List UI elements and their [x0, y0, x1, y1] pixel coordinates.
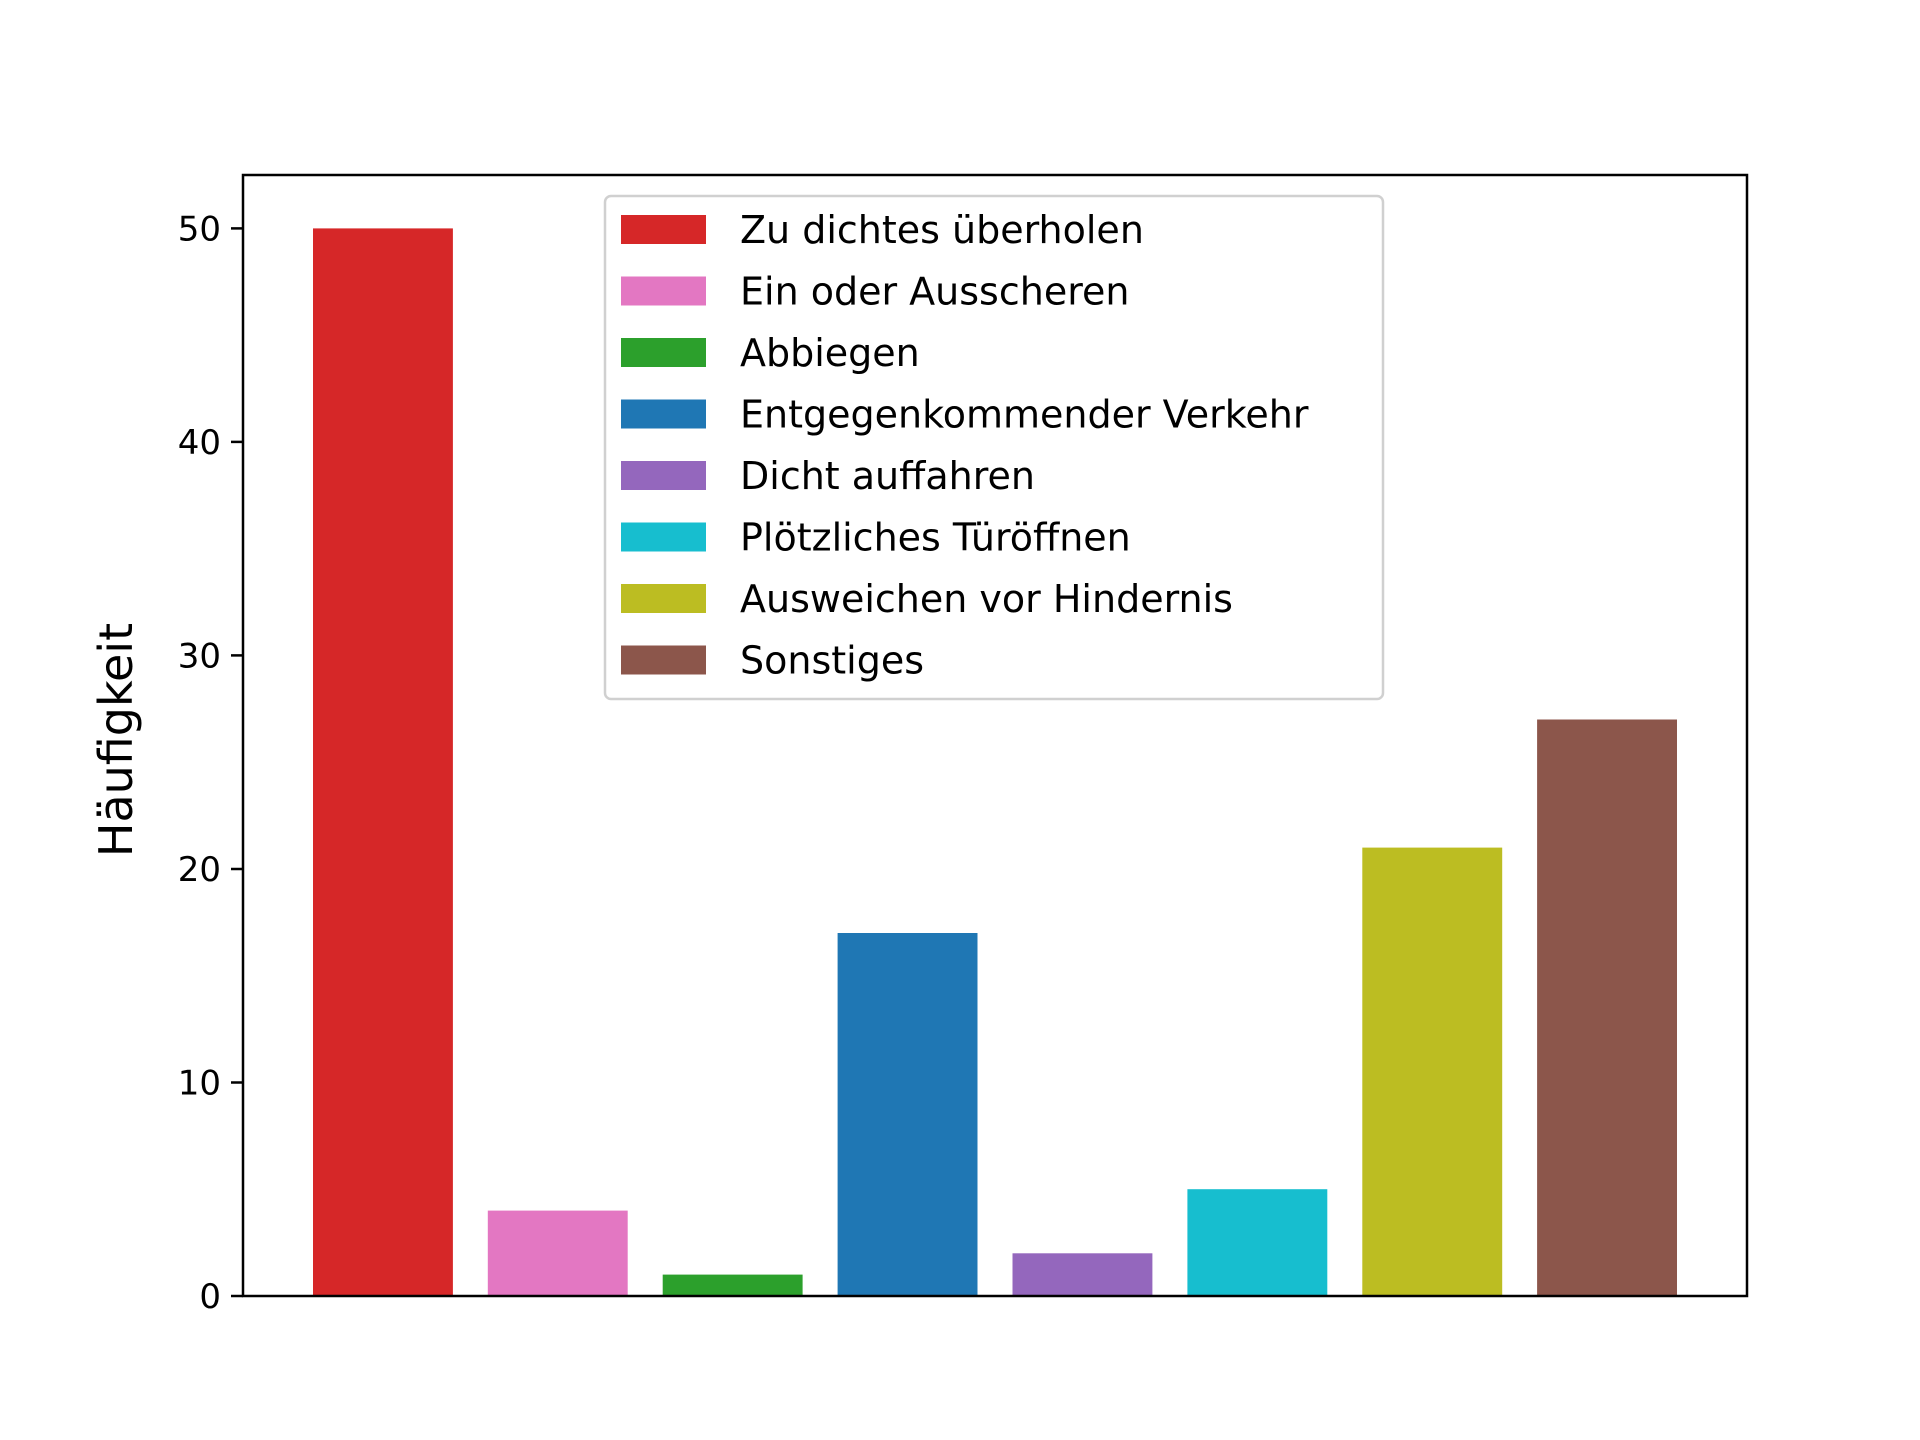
legend-label-2: Abbiegen — [740, 331, 920, 375]
legend-label-1: Ein oder Ausscheren — [740, 270, 1129, 314]
bar-0 — [313, 228, 453, 1296]
y-tick-label: 10 — [178, 1064, 221, 1104]
legend-swatch-6 — [621, 584, 706, 613]
plot-frame — [241, 173, 1749, 1298]
y-tick-label: 50 — [178, 209, 221, 249]
bar-2 — [662, 1274, 803, 1296]
legend-label-5: Plötzliches Türöffnen — [740, 516, 1131, 560]
legend-label-0: Zu dichtes überholen — [740, 208, 1144, 252]
legend-label-6: Ausweichen vor Hindernis — [740, 577, 1233, 621]
legend-swatch-2 — [621, 338, 706, 367]
legend-frame — [603, 194, 1385, 701]
bar-4 — [1012, 1253, 1153, 1296]
bar-6 — [1362, 847, 1503, 1296]
bars-group — [313, 228, 1677, 1296]
bar-7 — [1537, 719, 1677, 1296]
legend-swatch-3 — [621, 399, 706, 429]
legend-label-3: Entgegenkommender Verkehr — [740, 393, 1309, 437]
y-axis-label: Häufigkeit — [89, 623, 143, 857]
legend: Zu dichtes überholen Ein oder Ausscheren A… — [603, 194, 1385, 701]
legend-swatch-5 — [621, 522, 706, 552]
bar-5 — [1187, 1189, 1328, 1296]
y-axis: 0 10 20 30 40 50 — [178, 209, 243, 1317]
y-tick-label: 0 — [199, 1277, 221, 1317]
legend-swatch-1 — [621, 276, 706, 306]
legend-swatch-4 — [621, 461, 706, 490]
y-tick-label: 30 — [178, 636, 221, 676]
legend-label-4: Dicht auffahren — [740, 454, 1035, 498]
y-tick-label: 40 — [178, 423, 221, 463]
legend-swatch-7 — [621, 645, 706, 675]
legend-swatch-0 — [621, 215, 706, 244]
bar-3 — [837, 933, 978, 1296]
legend-label-7: Sonstiges — [740, 639, 924, 683]
bar-1 — [487, 1210, 628, 1296]
y-tick-label: 20 — [178, 850, 221, 890]
